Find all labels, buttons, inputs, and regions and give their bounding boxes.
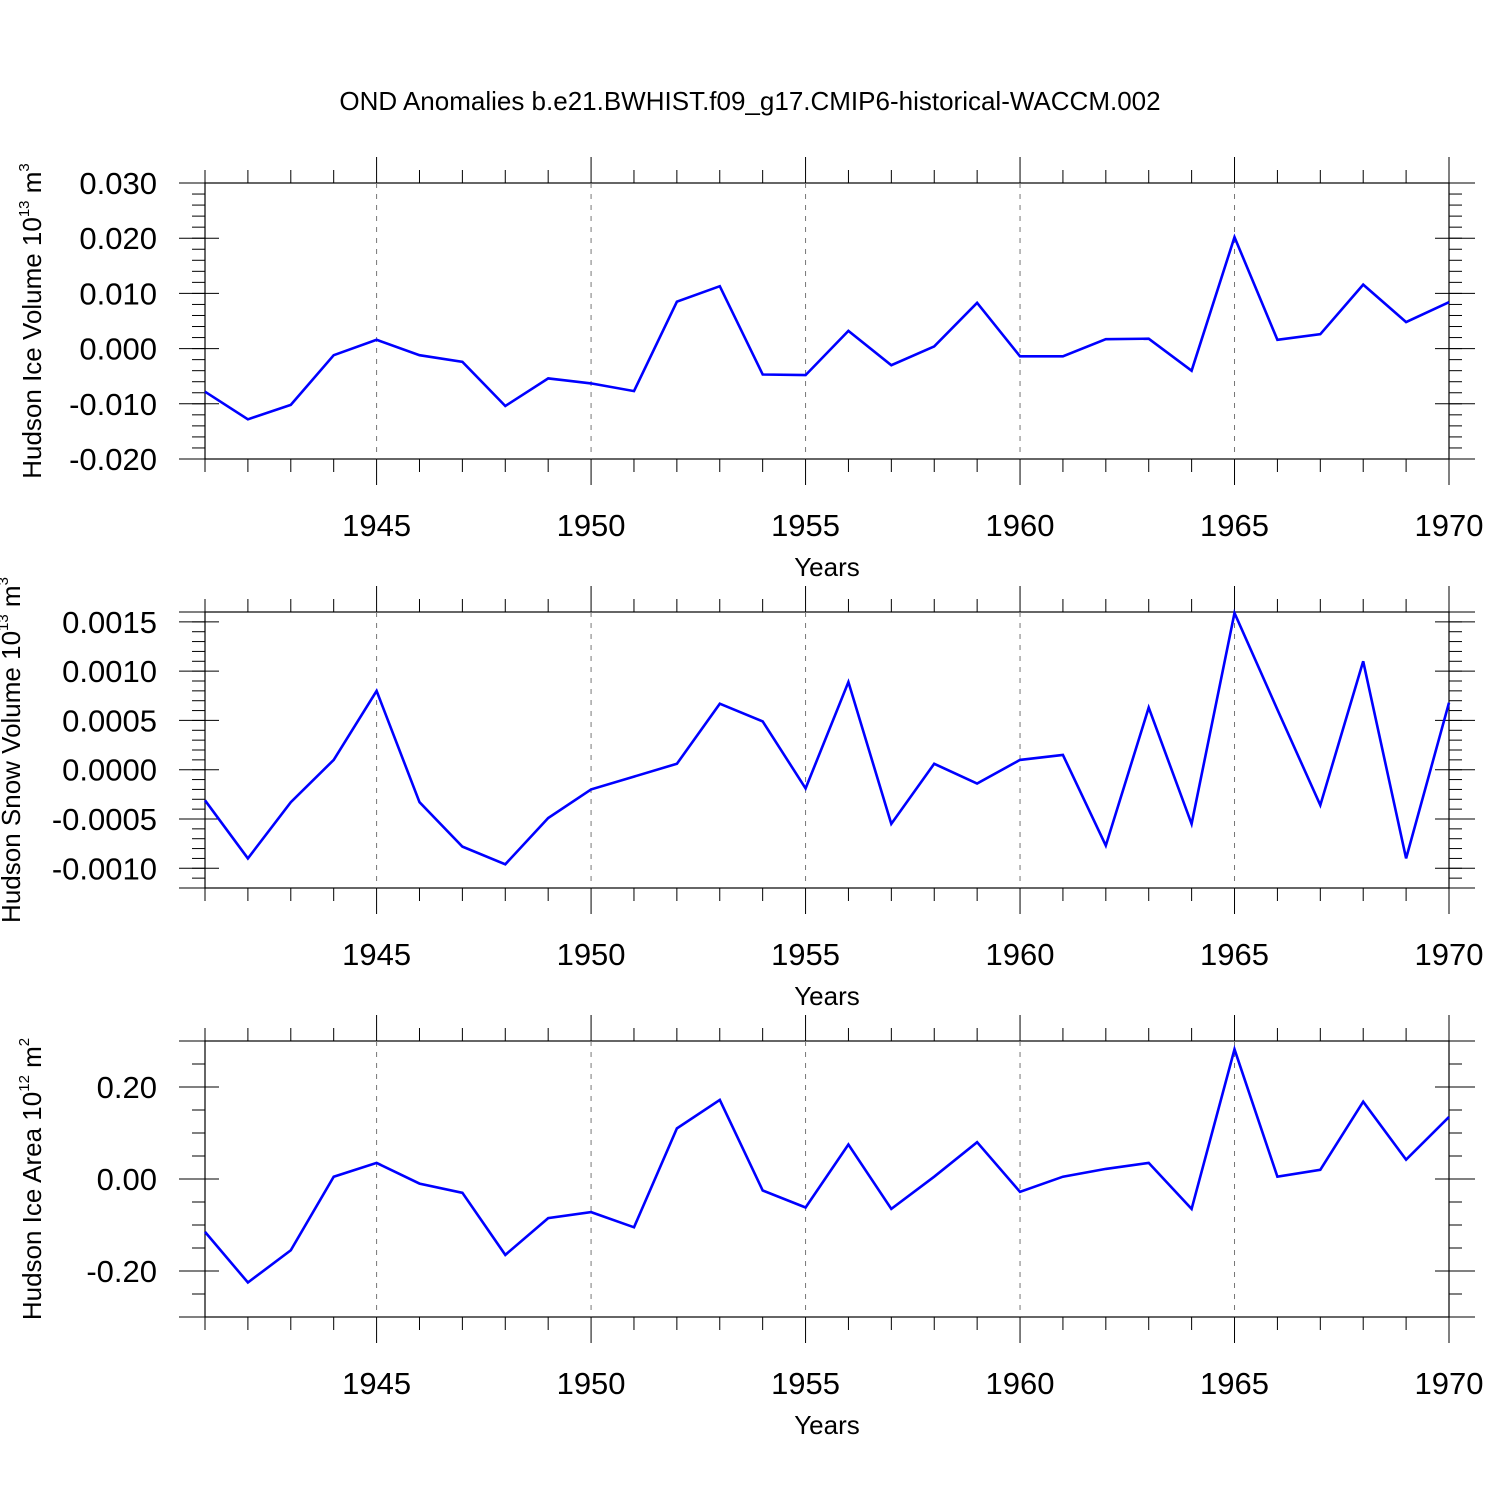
- x-tick-label: 1955: [771, 508, 840, 543]
- y-tick-label: 0.030: [79, 166, 157, 201]
- y-tick-label: 0.0000: [62, 753, 157, 788]
- x-tick-label: 1945: [342, 1366, 411, 1401]
- y-tick-label: -0.20: [86, 1254, 157, 1289]
- x-tick-label: 1970: [1415, 1366, 1484, 1401]
- y-axis-label-exponent: 13: [16, 200, 33, 217]
- y-tick-label: 0.000: [79, 332, 157, 367]
- x-axis-label: Years: [794, 981, 860, 1011]
- y-axis-label-unit-exponent: 2: [16, 1038, 33, 1046]
- plot-frame: [204, 1040, 1450, 1318]
- x-tick-label: 1970: [1415, 508, 1484, 543]
- y-tick-label: -0.020: [69, 442, 157, 477]
- y-axis-label-unit-exponent: 3: [0, 577, 12, 585]
- x-tick-label: 1970: [1415, 937, 1484, 972]
- panel-3: 1945 1950 1955 1960 1965 1970 Years -0.20 0.00 0.…: [16, 1015, 1483, 1440]
- y-axis-label: Hudson Ice Volume 1013 m3: [16, 163, 47, 479]
- x-tick-label: 1955: [771, 1366, 840, 1401]
- y-tick-label: 0.0015: [62, 605, 157, 640]
- plot-frame: [204, 182, 1450, 460]
- y-tick-label: -0.010: [69, 387, 157, 422]
- y-axis-label-exponent: 12: [16, 1075, 33, 1092]
- y-axis-label-text: Hudson Ice Area 10: [17, 1092, 47, 1320]
- series-line: [204, 1044, 1450, 1285]
- y-axis-label-text: Hudson Ice Volume 10: [17, 217, 47, 479]
- y-axis-label-unit: m: [17, 1046, 47, 1075]
- x-tick-label: 1965: [1200, 937, 1269, 972]
- series-line: [203, 608, 1451, 866]
- y-axis-label: Hudson Snow Volume 1013 m3: [0, 577, 26, 923]
- y-tick-label: 0.20: [97, 1070, 157, 1105]
- panels: 1945 1950 1955 1960 1965 1970 Years -0.020 -0.01…: [0, 157, 1483, 1440]
- plot-frame: [204, 611, 1450, 889]
- x-tick-label: 1960: [986, 508, 1055, 543]
- y-axis-label: Hudson Ice Area 1012 m2: [16, 1038, 47, 1320]
- y-axis-label-text: Hudson Snow Volume 10: [0, 631, 26, 923]
- y-tick-label: 0.020: [79, 221, 157, 256]
- x-tick-label: 1950: [557, 508, 626, 543]
- x-tick-label: 1950: [557, 937, 626, 972]
- x-axis-label: Years: [794, 1410, 860, 1440]
- x-tick-label: 1965: [1200, 508, 1269, 543]
- x-tick-label: 1950: [557, 1366, 626, 1401]
- x-tick-label: 1960: [986, 937, 1055, 972]
- y-tick-label: -0.0010: [52, 851, 157, 886]
- y-tick-label: 0.0005: [62, 703, 157, 738]
- y-tick-label: 0.010: [79, 276, 157, 311]
- y-axis-label-unit: m: [17, 172, 47, 201]
- y-axis-label-unit: m: [0, 585, 26, 614]
- panel-2: 1945 1950 1955 1960 1965 1970 Years -0.0010 -0.0…: [0, 577, 1483, 1011]
- y-tick-label: 0.0010: [62, 654, 157, 689]
- x-axis-label: Years: [794, 552, 860, 582]
- y-tick-label: 0.00: [97, 1162, 157, 1197]
- x-tick-label: 1945: [342, 937, 411, 972]
- y-axis-label-unit-exponent: 3: [16, 163, 33, 171]
- x-tick-label: 1955: [771, 937, 840, 972]
- y-axis-label-exponent: 13: [0, 614, 12, 631]
- figure-title: OND Anomalies b.e21.BWHIST.f09_g17.CMIP6…: [339, 86, 1160, 116]
- y-tick-label: -0.0005: [52, 802, 157, 837]
- x-tick-label: 1945: [342, 508, 411, 543]
- panel-1: 1945 1950 1955 1960 1965 1970 Years -0.020 -0.01…: [16, 157, 1483, 582]
- x-tick-label: 1965: [1200, 1366, 1269, 1401]
- x-tick-label: 1960: [986, 1366, 1055, 1401]
- series-line: [204, 233, 1450, 421]
